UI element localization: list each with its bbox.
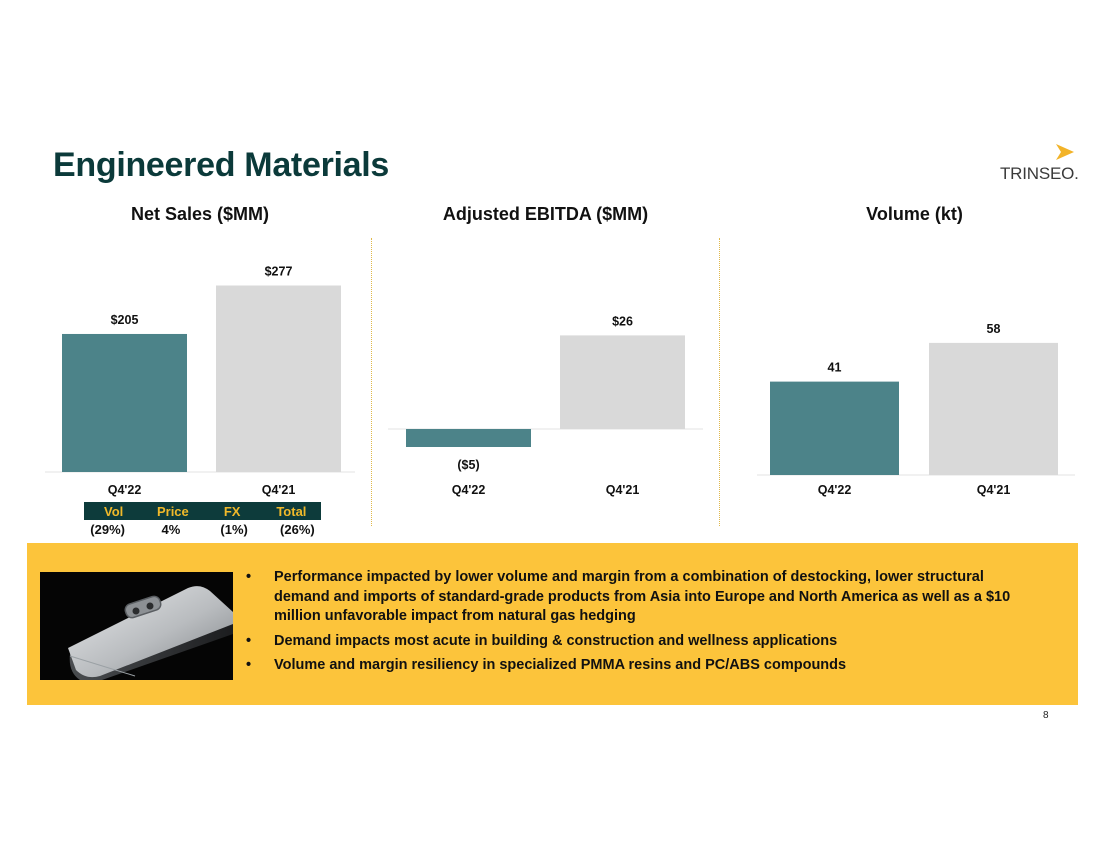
- bridge-header-vol: Vol: [103, 503, 124, 519]
- commentary-panel: Performance impacted by lower volume and…: [27, 543, 1078, 705]
- bridge-value-vol: (29%): [90, 522, 125, 537]
- commentary-bullet: Volume and margin resiliency in speciali…: [243, 656, 1033, 676]
- category-label: Q4'22: [108, 483, 142, 497]
- bridge-values-row: (29%) 4% (1%) (26%): [76, 522, 329, 537]
- bar-q4-22: [62, 333, 187, 472]
- commentary-bullets: Performance impacted by lower volume and…: [243, 568, 1033, 681]
- data-label: $205: [111, 313, 139, 327]
- commentary-bullet: Performance impacted by lower volume and…: [243, 568, 1033, 627]
- bar-q4-22: [406, 429, 531, 447]
- commentary-bullet: Demand impacts most acute in building & …: [243, 632, 1033, 652]
- bar-q4-21: [929, 342, 1058, 475]
- page-number: 8: [1043, 710, 1049, 721]
- logo-chevron-icon: [1056, 144, 1074, 160]
- data-label: $26: [612, 314, 633, 328]
- net-sales-bridge-table: Vol Price FX Total (29%) 4% (1%) (26%): [84, 502, 321, 537]
- smartphone-photo: [40, 572, 233, 680]
- category-label: Q4'22: [818, 483, 852, 497]
- bridge-header-price: Price: [156, 503, 189, 519]
- category-label: Q4'21: [262, 483, 296, 497]
- trinseo-logo: TRINSEO.: [996, 144, 1079, 186]
- data-label: 41: [828, 361, 842, 375]
- bridge-header-total: Total: [276, 503, 307, 519]
- category-label: Q4'21: [606, 483, 640, 497]
- bridge-header-fx: FX: [223, 503, 241, 519]
- bridge-value-price: 4%: [161, 522, 181, 537]
- chart-divider: [371, 238, 372, 526]
- category-label: Q4'21: [977, 483, 1011, 497]
- bridge-header-row: Vol Price FX Total: [84, 502, 321, 520]
- data-label: ($5): [457, 458, 479, 472]
- bar-q4-22: [770, 381, 899, 475]
- bridge-value-total: (26%): [280, 522, 315, 537]
- logo-text: TRINSEO.: [1000, 164, 1079, 183]
- data-label: $277: [265, 264, 293, 278]
- slide-title: Engineered Materials: [53, 146, 390, 184]
- chart-divider: [719, 238, 720, 526]
- volume-chart: 41 Q4'22 58 Q4'21: [757, 322, 1075, 497]
- adjusted-ebitda-title: Adjusted EBITDA ($MM): [442, 204, 649, 224]
- adjusted-ebitda-chart: ($5) Q4'22 $26 Q4'21: [388, 314, 703, 497]
- data-label: 58: [987, 322, 1001, 336]
- net-sales-chart: $205 Q4'22 $277 Q4'21: [45, 264, 355, 497]
- bar-q4-21: [560, 335, 685, 429]
- bridge-value-fx: (1%): [220, 522, 248, 537]
- volume-title: Volume (kt): [866, 204, 963, 224]
- smartphone-image: [40, 572, 233, 680]
- bar-q4-21: [216, 285, 341, 472]
- category-label: Q4'22: [452, 483, 486, 497]
- net-sales-title: Net Sales ($MM): [130, 204, 270, 224]
